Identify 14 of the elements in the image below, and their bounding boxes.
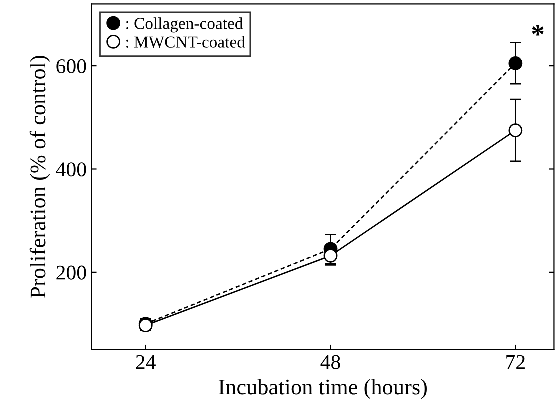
y-axis-title: Proliferation (% of control) (30, 56, 50, 298)
legend-label: : Collagen-coated (126, 18, 244, 33)
point (508, 56, 523, 70)
point (508, 124, 523, 138)
x-tick-label: 72 (506, 355, 525, 370)
y-tick-label: 200 (56, 266, 86, 280)
point (324, 248, 338, 263)
x-axis-title: Incubation time (hours) (218, 379, 427, 400)
x-tick-label: 48 (320, 355, 340, 370)
x-tick-label: 24 (136, 355, 156, 370)
y-tick-label: 600 (56, 59, 86, 74)
legend-label: : MWCNT-coated (126, 36, 246, 48)
y-tick-label: 400 (56, 162, 86, 177)
annotation: * (532, 25, 544, 36)
